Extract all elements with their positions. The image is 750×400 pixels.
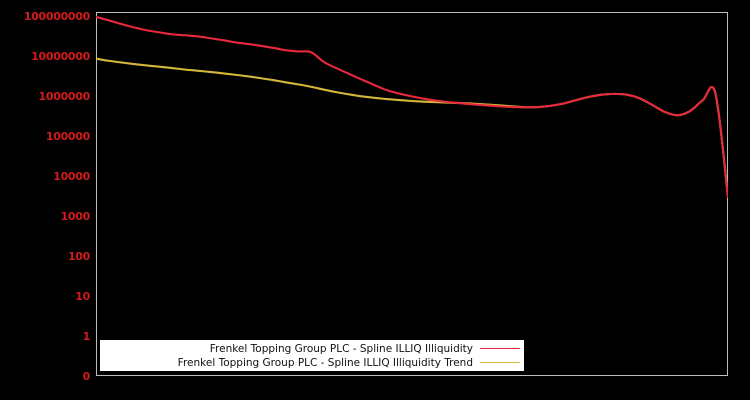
- series-line-illiquidity: [96, 15, 728, 198]
- plot-frame: [96, 12, 728, 376]
- y-axis-tick-labels: 100000000 10000000 1000000 100000 10000 1000 1…: [0, 0, 90, 400]
- legend: Frenkel Topping Group PLC - Spline ILLIQ…: [100, 340, 524, 371]
- y-axis-tick-label: 10: [75, 290, 90, 303]
- legend-entry-label: Frenkel Topping Group PLC - Spline ILLIQ…: [209, 342, 473, 355]
- y-axis-tick-label: 1000000: [38, 90, 91, 103]
- legend-entry: Frenkel Topping Group PLC - Spline ILLIQ…: [100, 342, 520, 356]
- y-axis-tick-label: 10000: [53, 170, 90, 183]
- y-axis-tick-label: 0: [82, 370, 91, 383]
- y-axis-tick-label: 100000000: [23, 10, 90, 23]
- y-axis-tick-label: 100000: [45, 130, 90, 143]
- y-axis-tick-label: 100: [67, 250, 90, 263]
- legend-line-swatch-icon: [480, 362, 520, 363]
- legend-line-swatch-icon: [480, 348, 520, 349]
- y-axis-tick-label: 1: [82, 330, 91, 343]
- legend-entry: Frenkel Topping Group PLC - Spline ILLIQ…: [100, 356, 520, 370]
- series-line-trend: [96, 57, 728, 198]
- y-axis-tick-label: 1000: [60, 210, 91, 223]
- legend-entry-label: Frenkel Topping Group PLC - Spline ILLIQ…: [177, 356, 473, 369]
- plot-data-layer: [96, 15, 728, 198]
- y-axis-tick-label: 10000000: [31, 50, 90, 63]
